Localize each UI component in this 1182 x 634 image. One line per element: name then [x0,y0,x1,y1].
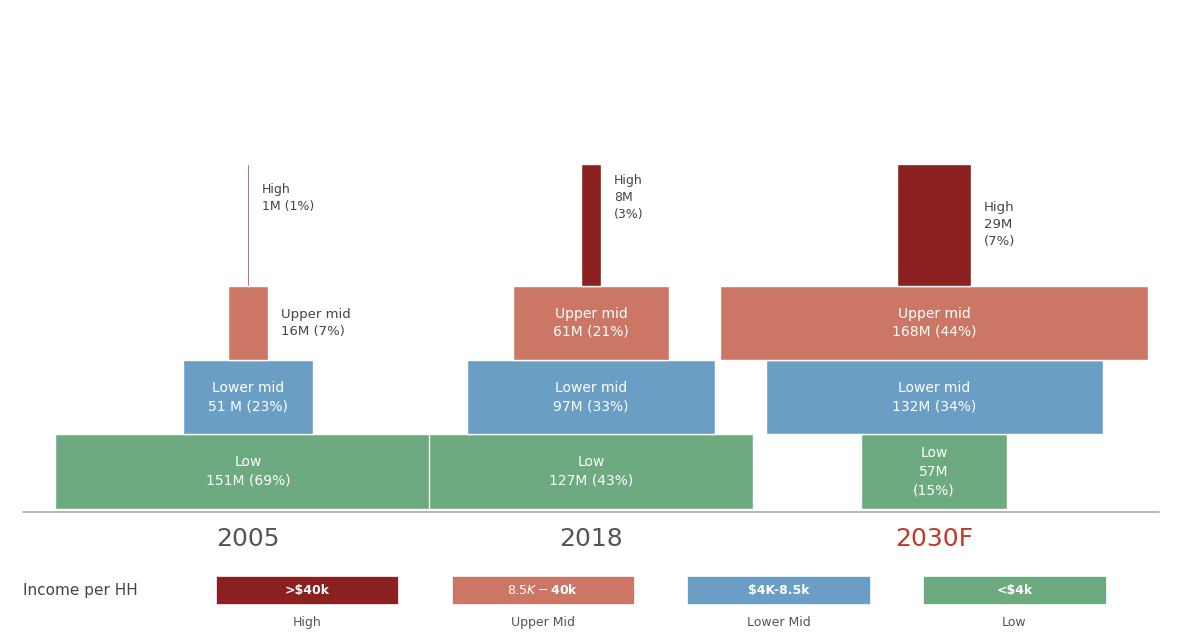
Text: High
8M
(3%): High 8M (3%) [615,174,644,221]
Bar [227,285,268,360]
Text: Upper mid
61M (21%): Upper mid 61M (21%) [553,307,629,339]
Text: High
29M
(7%): High 29M (7%) [983,201,1015,248]
Bar [720,285,1149,360]
Bar [467,360,715,434]
Text: Lower Mid: Lower Mid [747,616,811,630]
Text: High: High [292,616,322,630]
Bar [897,164,972,285]
Bar [862,434,1007,509]
Bar [183,360,313,434]
Text: 2005: 2005 [216,527,280,552]
Bar [247,164,249,285]
Bar [216,576,398,604]
Text: 2030F: 2030F [895,527,973,552]
Text: Low
127M (43%): Low 127M (43%) [548,455,634,488]
Text: $8.5K-$40k: $8.5K-$40k [507,583,578,597]
Text: Low: Low [1002,616,1027,630]
Bar [688,576,870,604]
Bar [923,576,1105,604]
Text: Lower mid
132M (34%): Lower mid 132M (34%) [892,381,976,413]
Text: 2018: 2018 [559,527,623,552]
Bar [429,434,753,509]
Text: $4K-8.5k: $4K-8.5k [748,583,810,597]
Text: Upper mid
168M (44%): Upper mid 168M (44%) [891,307,976,339]
Text: <$4k: <$4k [996,583,1033,597]
Text: High
1M (1%): High 1M (1%) [262,183,314,212]
Bar [580,164,602,285]
Bar [766,360,1103,434]
Text: >$40k: >$40k [285,583,330,597]
Text: Low
151M (69%): Low 151M (69%) [206,455,291,488]
Text: Income per HH: Income per HH [22,583,137,597]
Text: Lower mid
51 M (23%): Lower mid 51 M (23%) [208,381,288,413]
Bar [452,576,634,604]
Bar [56,434,441,509]
Text: Lower mid
97M (33%): Lower mid 97M (33%) [553,381,629,413]
Text: Low
57M
(15%): Low 57M (15%) [914,446,955,497]
Text: Upper mid
16M (7%): Upper mid 16M (7%) [281,307,351,338]
Bar [513,285,669,360]
Text: Upper Mid: Upper Mid [511,616,574,630]
